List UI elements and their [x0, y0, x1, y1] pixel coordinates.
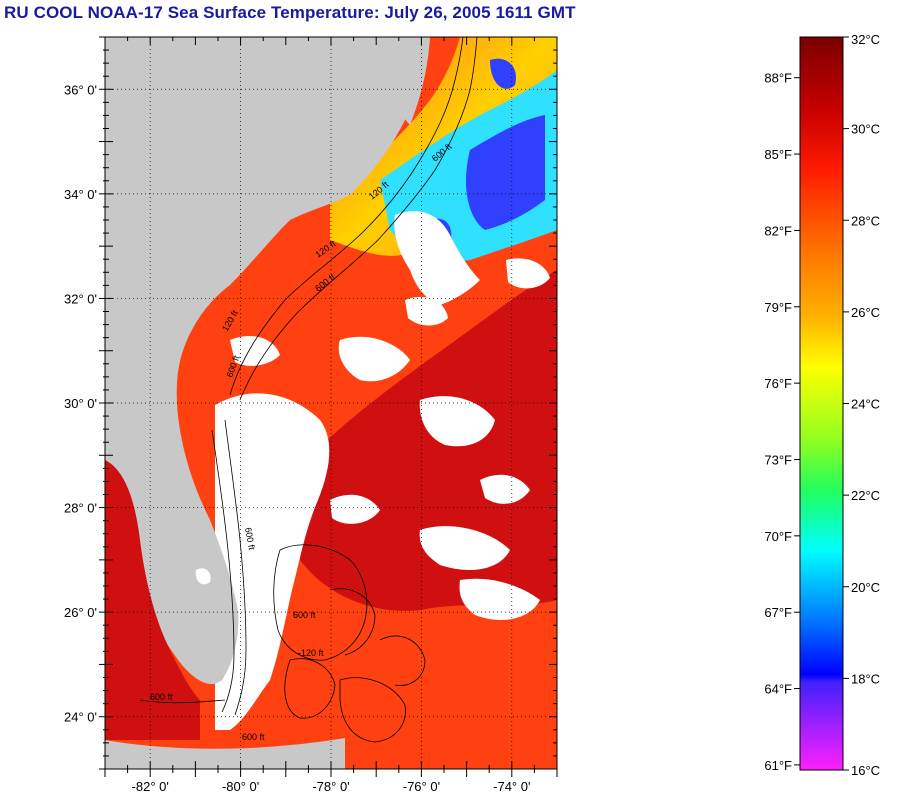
cloud-region [459, 578, 540, 620]
colorbar-ticks [794, 36, 849, 771]
latitude-label: 26° 0' [64, 605, 97, 620]
colorbar-celsius-label: 16°C [851, 763, 880, 778]
latitude-label: 24° 0' [64, 710, 97, 725]
cloud-region [506, 258, 550, 289]
graticule [105, 37, 557, 769]
longitude-labels: -82° 0' -80° 0' -78° 0' -76° 0' -74° 0' [132, 779, 531, 794]
cloud-region [195, 568, 211, 585]
colorbar-fahrenheit-label: 70°F [764, 529, 792, 544]
colorbar-fahrenheit-label: 64°F [764, 682, 792, 697]
land-mass [380, 37, 430, 125]
longitude-label: -76° 0' [403, 779, 440, 794]
colorbar-celsius-label: 28°C [851, 213, 880, 228]
longitude-label: -82° 0' [132, 779, 169, 794]
latitude-label: 34° 0' [64, 187, 97, 202]
colorbar-celsius-label: 20°C [851, 580, 880, 595]
latitude-labels: 36° 0' 34° 0' 32° 0' 30° 0' 28° 0' 26° 0' 24° … [64, 82, 97, 724]
colorbar-celsius-label: 30°C [851, 122, 880, 137]
contour-label: 600 ft [242, 732, 265, 742]
cloud-region [338, 336, 410, 382]
colorbar-celsius-label: 22°C [851, 488, 880, 503]
colorbar-fahrenheit-label: 73°F [764, 452, 792, 467]
latitude-label: 30° 0' [64, 396, 97, 411]
cold-water-core [490, 58, 516, 89]
bahamas-bank-contour [329, 588, 376, 656]
cloud-region [405, 296, 448, 326]
colorbar-celsius-label: 32°C [851, 32, 880, 47]
colorbar-fahrenheit-label: 61°F [764, 758, 792, 773]
cloud-region [480, 474, 530, 504]
colorbar-fahrenheit-label: 67°F [764, 605, 792, 620]
cold-water-core [465, 115, 545, 230]
longitude-label: -74° 0' [493, 779, 530, 794]
colorbar-fahrenheit-label: 85°F [764, 147, 792, 162]
bahamas-bank-contour [273, 544, 368, 661]
bahamas-bank-contour [339, 677, 406, 743]
latitude-label: 28° 0' [64, 501, 97, 516]
colorbar-celsius-label: 24°C [851, 397, 880, 412]
latitude-label: 36° 0' [64, 82, 97, 97]
land-mass [105, 738, 345, 769]
longitude-label: -78° 0' [312, 779, 349, 794]
bathymetry-contour-600ft [224, 419, 247, 716]
longitude-label: -80° 0' [222, 779, 259, 794]
contour-label: 600 ft [150, 692, 173, 702]
cloud-region [419, 526, 510, 570]
bathymetry-contour-600ft [239, 37, 478, 401]
contour-label: 600 ft [243, 527, 257, 551]
cloud-region [230, 335, 280, 366]
cloud-region [330, 494, 380, 524]
colorbar-fahrenheit-label: 82°F [764, 223, 792, 238]
latitude-label: 32° 0' [64, 291, 97, 306]
contour-label: 600 ft [293, 610, 316, 620]
bahamas-bank-contour [284, 658, 336, 719]
colorbar-fahrenheit-labels: 88°F 85°F 82°F 79°F 76°F 73°F 70°F 67°F 64°F 61°F [764, 71, 792, 773]
cloud-region [394, 211, 480, 305]
colorbar-gradient [799, 36, 844, 771]
colorbar-fahrenheit-label: 88°F [764, 71, 792, 86]
gulf-of-mexico-sst-field [105, 460, 200, 740]
gulf-stream-sst-field [300, 270, 557, 611]
colorbar-fahrenheit-label: 79°F [764, 300, 792, 315]
colorbar-celsius-label: 26°C [851, 305, 880, 320]
cloud-region [215, 393, 330, 730]
colorbar-celsius-labels: 32°C 30°C 28°C 26°C 24°C 22°C 20°C 18°C 16°C [851, 32, 880, 778]
cloud-region [419, 396, 495, 447]
colorbar-fahrenheit-label: 76°F [764, 376, 792, 391]
colorbar-celsius-label: 18°C [851, 671, 880, 686]
map-title: RU COOL NOAA-17 Sea Surface Temperature:… [4, 3, 576, 22]
colorbar: 32°C 30°C 28°C 26°C 24°C 22°C 20°C 18°C 16°C 88°… [764, 32, 880, 778]
bathymetry-contour-120ft [211, 429, 235, 713]
florida-keys-contour [139, 699, 226, 704]
bahamas-bank-contour [379, 635, 426, 686]
contour-label: -120 ft [298, 648, 324, 658]
bathymetry-contour-120ft [229, 37, 464, 396]
axis-ticks [99, 36, 558, 777]
land-mass [105, 37, 420, 685]
